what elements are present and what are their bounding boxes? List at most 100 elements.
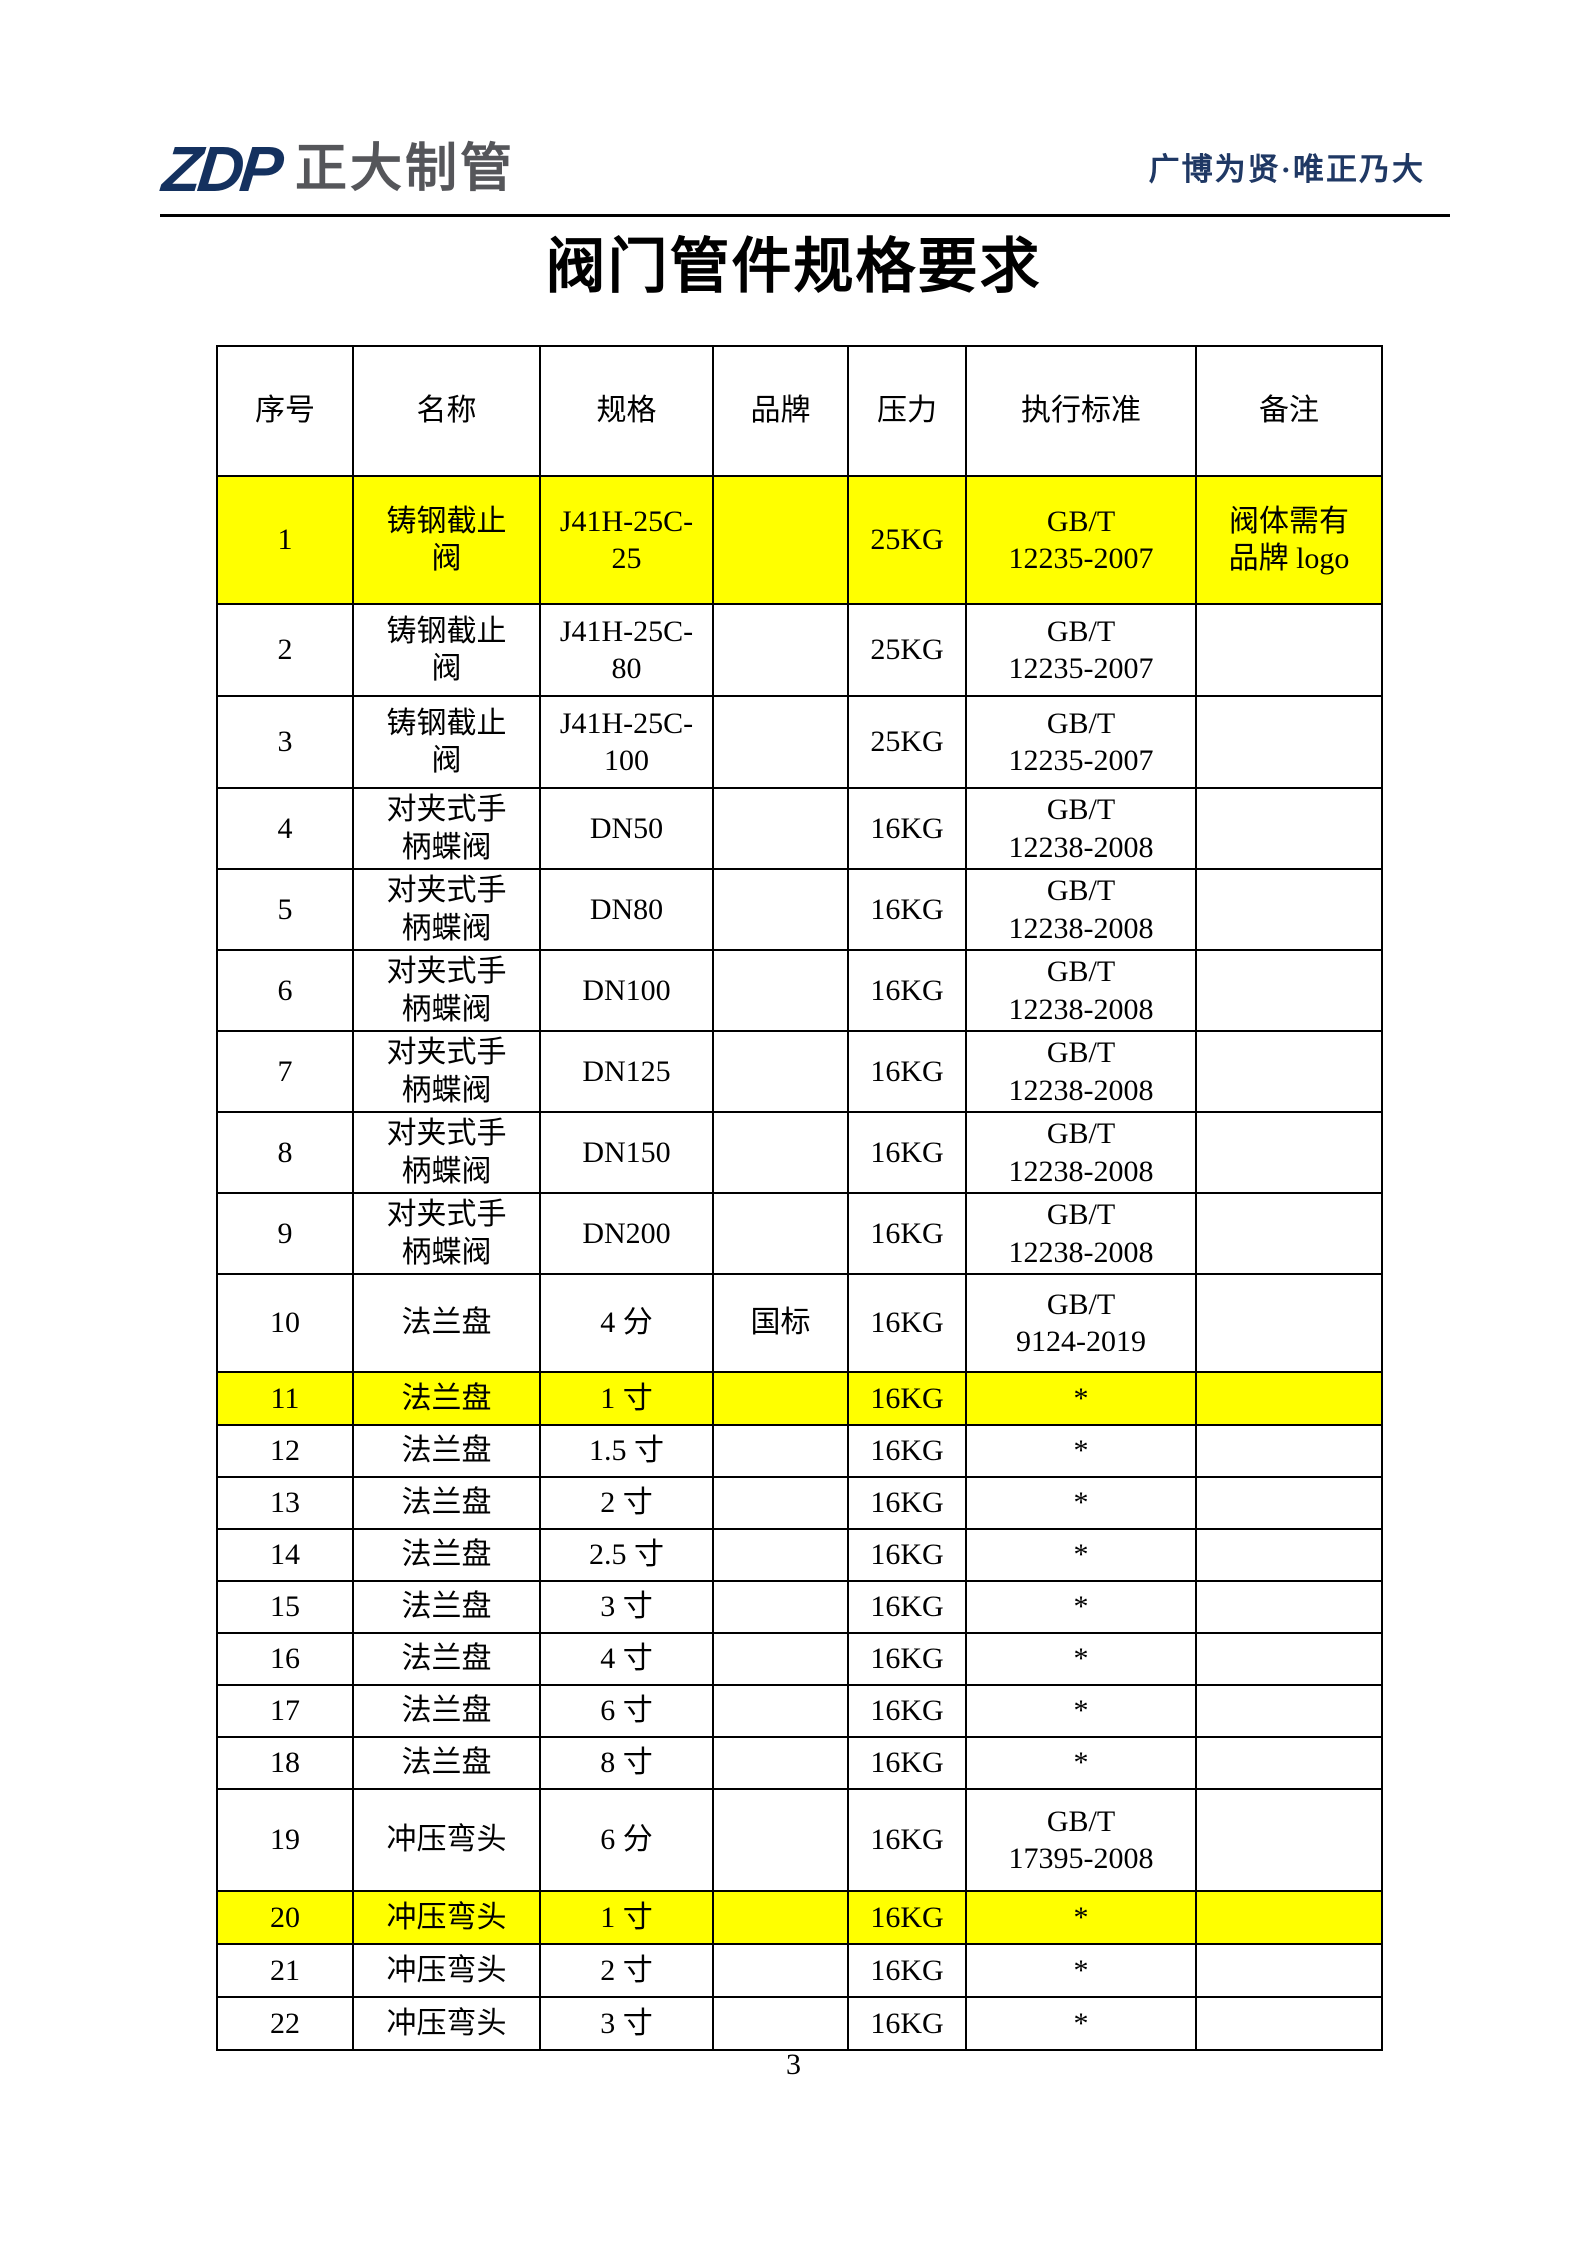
cell-spec: J41H-25C- 25 <box>539 475 714 605</box>
header-divider <box>160 214 1450 217</box>
cell-name: 法兰盘 <box>352 1684 541 1738</box>
cell-note <box>1195 868 1383 951</box>
cell-standard: * <box>965 1684 1197 1738</box>
table-row: 8 对夹式手 柄蝶阀 DN150 16KG GB/T 12238-2008 <box>216 1111 1383 1194</box>
cell-standard: GB/T 12238-2008 <box>965 1192 1197 1275</box>
cell-standard: * <box>965 1424 1197 1478</box>
cell-brand <box>712 787 849 870</box>
cell-brand <box>712 1528 849 1582</box>
cell-note <box>1195 1192 1383 1275</box>
cell-pressure: 16KG <box>847 1111 967 1194</box>
cell-standard: GB/T 12235-2007 <box>965 695 1197 789</box>
page-header: ZDP 正大制管 广博为贤·唯正乃大 <box>159 128 1425 210</box>
cell-name: 铸钢截止 阀 <box>352 695 541 789</box>
cell-no: 18 <box>216 1736 354 1790</box>
cell-no: 14 <box>216 1528 354 1582</box>
cell-brand <box>712 1996 849 2051</box>
cell-no: 1 <box>216 475 354 605</box>
cell-note <box>1195 1371 1383 1426</box>
cell-pressure: 16KG <box>847 1943 967 1998</box>
cell-name: 对夹式手 柄蝶阀 <box>352 1192 541 1275</box>
cell-note <box>1195 1528 1383 1582</box>
cell-brand <box>712 1632 849 1686</box>
column-header-brand: 品牌 <box>712 345 849 477</box>
header-row: 序号 名称 规格 品牌 压力 执行标准 备注 <box>216 345 1383 477</box>
cell-name: 法兰盘 <box>352 1580 541 1634</box>
cell-note <box>1195 1030 1383 1113</box>
table-row: 9 对夹式手 柄蝶阀 DN200 16KG GB/T 12238-2008 <box>216 1192 1383 1275</box>
cell-pressure: 16KG <box>847 868 967 951</box>
cell-note <box>1195 1111 1383 1194</box>
cell-brand <box>712 1111 849 1194</box>
cell-name: 法兰盘 <box>352 1632 541 1686</box>
logo-zdp-mark: ZDP <box>159 133 283 205</box>
cell-standard: GB/T 12235-2007 <box>965 603 1197 697</box>
cell-standard: * <box>965 1528 1197 1582</box>
cell-no: 12 <box>216 1424 354 1478</box>
cell-no: 16 <box>216 1632 354 1686</box>
cell-brand <box>712 949 849 1032</box>
table-row: 13 法兰盘 2 寸 16KG * <box>216 1476 1383 1530</box>
table-row: 18 法兰盘 8 寸 16KG * <box>216 1736 1383 1790</box>
cell-pressure: 16KG <box>847 1371 967 1426</box>
cell-note <box>1195 603 1383 697</box>
cell-spec: 4 分 <box>539 1273 714 1373</box>
cell-brand <box>712 1580 849 1634</box>
cell-name: 法兰盘 <box>352 1476 541 1530</box>
cell-standard: GB/T 12235-2007 <box>965 475 1197 605</box>
cell-name: 法兰盘 <box>352 1371 541 1426</box>
cell-no: 2 <box>216 603 354 697</box>
cell-name: 法兰盘 <box>352 1424 541 1478</box>
cell-spec: 3 寸 <box>539 1996 714 2051</box>
cell-brand <box>712 475 849 605</box>
cell-pressure: 16KG <box>847 1273 967 1373</box>
cell-standard: GB/T 17395-2008 <box>965 1788 1197 1892</box>
cell-spec: DN100 <box>539 949 714 1032</box>
cell-brand <box>712 1943 849 1998</box>
table-row: 7 对夹式手 柄蝶阀 DN125 16KG GB/T 12238-2008 <box>216 1030 1383 1113</box>
spec-table: 序号 名称 规格 品牌 压力 执行标准 备注 1 铸钢截止 阀 J41H-25C… <box>216 345 1383 2051</box>
cell-standard: GB/T 9124-2019 <box>965 1273 1197 1373</box>
column-header-spec: 规格 <box>539 345 714 477</box>
cell-pressure: 16KG <box>847 1424 967 1478</box>
cell-spec: 2 寸 <box>539 1476 714 1530</box>
page-number: 3 <box>786 2048 801 2081</box>
cell-standard: * <box>965 1890 1197 1945</box>
cell-name: 法兰盘 <box>352 1273 541 1373</box>
table-row: 17 法兰盘 6 寸 16KG * <box>216 1684 1383 1738</box>
cell-spec: J41H-25C- 80 <box>539 603 714 697</box>
cell-pressure: 25KG <box>847 695 967 789</box>
cell-spec: DN150 <box>539 1111 714 1194</box>
table-row: 11 法兰盘 1 寸 16KG * <box>216 1371 1383 1426</box>
cell-name: 冲压弯头 <box>352 1890 541 1945</box>
cell-note <box>1195 1943 1383 1998</box>
cell-pressure: 16KG <box>847 1476 967 1530</box>
cell-brand <box>712 868 849 951</box>
table-row: 1 铸钢截止 阀 J41H-25C- 25 25KG GB/T 12235-20… <box>216 475 1383 605</box>
cell-no: 7 <box>216 1030 354 1113</box>
cell-name: 铸钢截止 阀 <box>352 603 541 697</box>
cell-name: 对夹式手 柄蝶阀 <box>352 787 541 870</box>
cell-no: 4 <box>216 787 354 870</box>
company-tagline: 广博为贤·唯正乃大 <box>1148 151 1425 187</box>
cell-brand <box>712 1788 849 1892</box>
table-row: 6 对夹式手 柄蝶阀 DN100 16KG GB/T 12238-2008 <box>216 949 1383 1032</box>
cell-note <box>1195 1476 1383 1530</box>
cell-brand <box>712 1684 849 1738</box>
table-row: 20 冲压弯头 1 寸 16KG * <box>216 1890 1383 1945</box>
cell-standard: GB/T 12238-2008 <box>965 1111 1197 1194</box>
cell-spec: DN50 <box>539 787 714 870</box>
cell-pressure: 16KG <box>847 1684 967 1738</box>
cell-standard: GB/T 12238-2008 <box>965 787 1197 870</box>
spec-table-container: 序号 名称 规格 品牌 压力 执行标准 备注 1 铸钢截止 阀 J41H-25C… <box>216 345 1383 2051</box>
cell-standard: GB/T 12238-2008 <box>965 868 1197 951</box>
cell-spec: DN80 <box>539 868 714 951</box>
cell-spec: 6 分 <box>539 1788 714 1892</box>
cell-spec: 3 寸 <box>539 1580 714 1634</box>
table-row: 3 铸钢截止 阀 J41H-25C- 100 25KG GB/T 12235-2… <box>216 695 1383 789</box>
column-header-pressure: 压力 <box>847 345 967 477</box>
cell-pressure: 25KG <box>847 603 967 697</box>
cell-brand <box>712 1476 849 1530</box>
cell-name: 对夹式手 柄蝶阀 <box>352 1111 541 1194</box>
